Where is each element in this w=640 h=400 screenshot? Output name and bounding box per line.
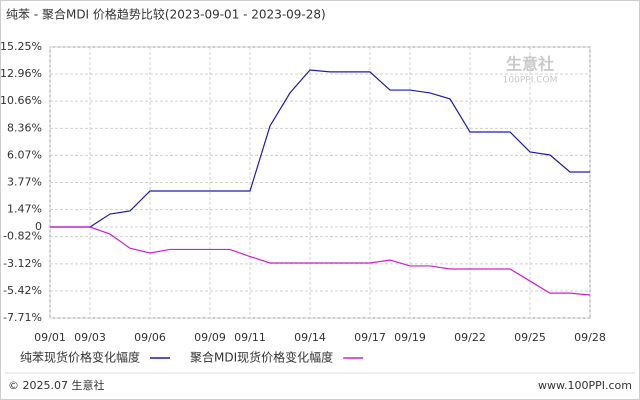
y-tick-label: 10.66% xyxy=(0,94,42,107)
y-tick-label: 6.07% xyxy=(7,148,42,161)
x-tick-label: 09/14 xyxy=(294,331,326,344)
x-tick-label: 09/06 xyxy=(134,331,166,344)
watermark-sub: 100PPI.COM xyxy=(503,76,558,86)
x-tick-label: 09/25 xyxy=(514,331,546,344)
x-tick-label: 09/11 xyxy=(234,331,266,344)
y-tick-label: 0 xyxy=(35,220,42,233)
y-tick-label: -3.12% xyxy=(3,257,42,270)
series-line xyxy=(50,226,591,296)
y-tick-label: 12.96% xyxy=(0,67,42,80)
y-tick-label: 1.47% xyxy=(7,203,42,216)
footer-left: © 2025.07 生意社 xyxy=(8,378,104,392)
x-tick-label: 09/28 xyxy=(574,331,606,344)
x-tick-label: 09/19 xyxy=(394,331,426,344)
legend-label: 聚合MDI现货价格变化幅度 xyxy=(190,350,333,365)
x-tick-label: 09/01 xyxy=(34,331,66,344)
legend-label: 纯苯现货价格变化幅度 xyxy=(20,350,140,365)
x-tick-label: 09/09 xyxy=(194,331,226,344)
y-tick-label: 15.25% xyxy=(0,40,42,53)
y-tick-label: -0.82% xyxy=(3,230,42,243)
footer-right: www.100PPI.com xyxy=(538,379,632,392)
x-tick-label: 09/17 xyxy=(354,331,386,344)
y-tick-label: -5.42% xyxy=(3,284,42,297)
series-line xyxy=(50,69,590,228)
chart-title: 纯苯 - 聚合MDI 价格趋势比较(2023-09-01 - 2023-09-2… xyxy=(6,7,326,22)
y-tick-label: -7.71% xyxy=(3,311,42,324)
x-tick-label: 09/22 xyxy=(454,331,486,344)
x-tick-label: 09/03 xyxy=(74,331,106,344)
y-tick-label: 3.77% xyxy=(7,176,42,189)
y-tick-label: 8.36% xyxy=(7,121,42,134)
